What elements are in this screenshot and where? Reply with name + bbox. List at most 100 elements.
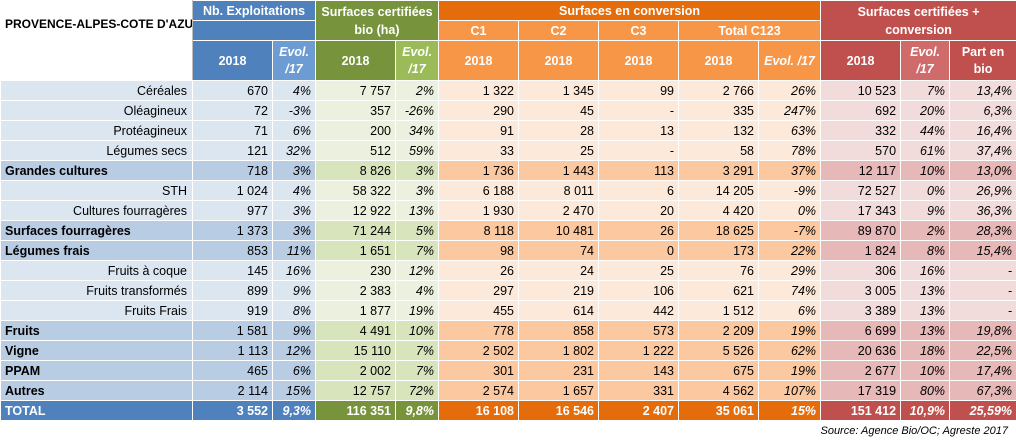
header-evol: Evol. /17 [900, 40, 951, 81]
table-cell: 3% [272, 220, 316, 241]
table-cell: 2 766 [678, 80, 759, 101]
table-cell: 573 [598, 320, 679, 341]
table-cell: 1 581 [192, 320, 273, 341]
table-cell: 10 481 [518, 220, 599, 241]
table-cell: 10% [900, 160, 951, 181]
table-cell: 247% [757, 100, 822, 121]
table-cell: 570 [820, 140, 902, 161]
table-cell: 173 [678, 240, 759, 261]
table-cell: 13,4% [949, 80, 1016, 101]
table-cell: 2 209 [678, 320, 759, 341]
table-cell: 33 [438, 140, 519, 161]
header-c3: C3 [598, 20, 679, 41]
table-cell: 106 [598, 280, 679, 301]
table-cell: 9% [900, 200, 951, 221]
table-cell: 1 657 [518, 380, 599, 401]
table-cell: 200 [315, 120, 396, 141]
table-cell: 6 699 [820, 320, 902, 341]
row-label: Surfaces fourragères [0, 220, 193, 241]
header-evol: Evol. /17 [395, 40, 439, 81]
header-c2: C2 [518, 20, 599, 41]
table-cell: 621 [678, 280, 759, 301]
table-cell: 0 [598, 240, 679, 261]
table-cell: 1 443 [518, 160, 599, 181]
table-cell: 121 [192, 140, 273, 161]
table-cell: 357 [315, 100, 396, 121]
table-cell: 36,3% [949, 200, 1016, 221]
table-cell: 71 [192, 120, 273, 141]
header-evol: Evol. /17 [757, 40, 822, 81]
table-cell: 4% [395, 280, 439, 301]
row-label: Vigne [0, 340, 193, 361]
table-cell: 455 [438, 300, 519, 321]
table-cell: 442 [598, 300, 679, 321]
table-cell: 13% [395, 200, 439, 221]
table-cell: 16% [900, 260, 951, 281]
table-cell: 778 [438, 320, 519, 341]
table-cell: 15,4% [949, 240, 1016, 261]
table-cell: 34% [395, 120, 439, 141]
region-title: PROVENCE-ALPES-COTE D'AZUR [0, 0, 193, 81]
table-cell: 18% [900, 340, 951, 361]
table-cell: 6 [598, 180, 679, 201]
header-surfaces-certifiees: Surfaces certifiées bio (ha) [315, 0, 439, 41]
table-cell: 3% [272, 160, 316, 181]
table-cell: 63% [757, 120, 822, 141]
table-cell: 2 383 [315, 280, 396, 301]
table-cell: 15% [757, 400, 822, 421]
table-cell: 25 [518, 140, 599, 161]
table-cell: 10 523 [820, 80, 902, 101]
header-nb-exploitations: Nb. Exploitations [192, 0, 316, 21]
table-cell: - [598, 140, 679, 161]
row-label: TOTAL [0, 400, 193, 421]
table-cell: 2 002 [315, 360, 396, 381]
table-cell: 7% [900, 80, 951, 101]
table-cell: 670 [192, 80, 273, 101]
header-part-bio: Part en bio [949, 40, 1016, 81]
table-cell: 3% [395, 160, 439, 181]
table-cell: 20 636 [820, 340, 902, 361]
table-cell: 718 [192, 160, 273, 181]
table-cell: 13 [598, 120, 679, 141]
table-cell: 0% [900, 180, 951, 201]
table-cell: 4% [272, 180, 316, 201]
table-cell: 1 824 [820, 240, 902, 261]
table-cell: 8% [272, 300, 316, 321]
row-label: Cultures fourragères [0, 200, 193, 221]
table-cell: 919 [192, 300, 273, 321]
table-cell: 16 108 [438, 400, 519, 421]
table-row: STH 1 024 4% 58 322 3% 6 188 8 011 6 14 205 -9% 72… [0, 180, 1016, 201]
table-cell: 28,3% [949, 220, 1016, 241]
table-cell: 2 677 [820, 360, 902, 381]
bio-surfaces-table: PROVENCE-ALPES-COTE D'AZUR Nb. Exploitat… [0, 0, 1016, 421]
table-cell: 29% [757, 260, 822, 281]
table-cell: 13% [900, 280, 951, 301]
table-cell: 1 802 [518, 340, 599, 361]
table-cell: 1 736 [438, 160, 519, 181]
table-cell: 9,8% [395, 400, 439, 421]
table-cell: 59% [395, 140, 439, 161]
table-cell: 22% [757, 240, 822, 261]
table-cell: 12 922 [315, 200, 396, 221]
table-cell: 26 [598, 220, 679, 241]
table-cell: 18 625 [678, 220, 759, 241]
table-cell: 8 011 [518, 180, 599, 201]
header-year: 2018 [678, 40, 759, 81]
table-cell: 16 546 [518, 400, 599, 421]
table-cell: 1 222 [598, 340, 679, 361]
table-cell: 58 [678, 140, 759, 161]
table-row: Surfaces fourragères 1 373 3% 71 244 5% 8 118… [0, 220, 1016, 241]
table-cell: 20 [598, 200, 679, 221]
table-cell: 32% [272, 140, 316, 161]
table-cell: 1 024 [192, 180, 273, 201]
table-cell: 37,4% [949, 140, 1016, 161]
table-row: Légumes secs 121 32% 512 59% 33 25-58 78% 570 61%… [0, 140, 1016, 161]
table-cell: 19% [757, 320, 822, 341]
table-cell: 116 351 [315, 400, 396, 421]
table-cell: 58 322 [315, 180, 396, 201]
table-cell: 89 870 [820, 220, 902, 241]
table-cell: 1 322 [438, 80, 519, 101]
table-cell: 107% [757, 380, 822, 401]
table-cell: 6% [272, 360, 316, 381]
table-cell: 1 930 [438, 200, 519, 221]
